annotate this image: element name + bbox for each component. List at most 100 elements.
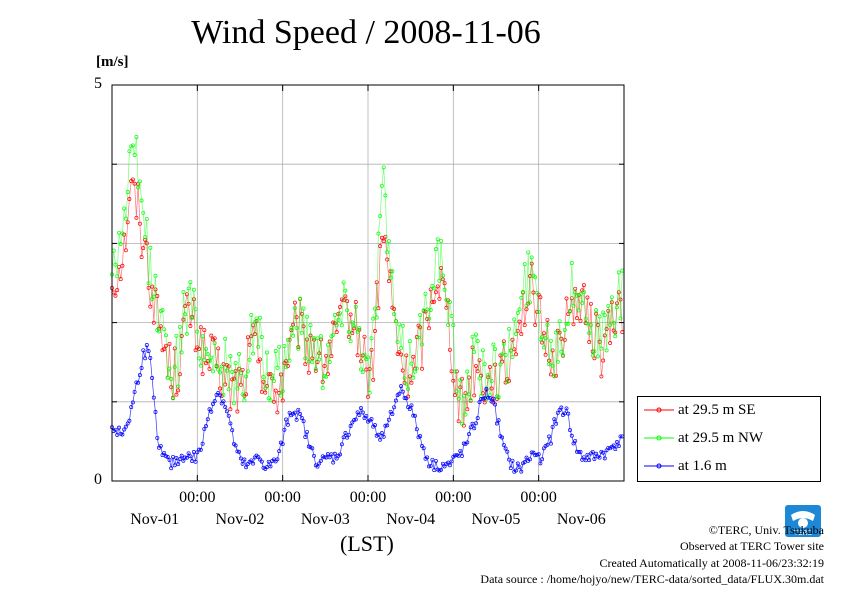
legend-item-se: at 29.5 m SE [642,400,756,420]
data-point [564,296,569,301]
data-point [604,327,609,332]
data-point [359,367,363,372]
data-point [453,369,458,374]
data-point [188,324,193,328]
data-point [486,373,491,377]
data-point [224,368,229,373]
data-point [590,449,595,454]
data-point [585,452,590,457]
data-point [373,423,377,428]
x-tick-date-label: Nov-01 [130,511,180,528]
data-point [487,365,492,369]
data-point [381,239,386,244]
data-point [120,263,125,268]
data-point [573,290,578,295]
data-point [562,327,567,332]
data-point [341,298,346,303]
data-point [310,360,315,365]
data-point [534,290,539,295]
data-point [233,443,238,448]
data-point [374,280,379,285]
data-point [184,455,189,460]
data-point [522,262,527,267]
data-point [123,424,128,429]
data-point [533,323,538,327]
data-point [305,314,309,319]
data-point [524,455,529,460]
data-point [402,396,407,400]
data-point [514,331,518,336]
data-point [550,363,555,368]
data-point [205,352,210,357]
data-point [601,310,606,315]
data-point [355,329,360,334]
data-point [353,300,358,304]
data-point [299,416,304,420]
data-point [451,323,456,328]
legend-label-nw: at 29.5 m NW [678,429,763,446]
data-point [218,393,222,398]
data-point [298,412,303,416]
data-point [181,458,186,463]
data-point [557,319,562,324]
data-point [164,343,168,348]
data-point [373,329,377,333]
data-point [313,367,318,372]
data-point [371,377,376,382]
data-point [404,396,409,401]
data-point [197,356,202,361]
data-point [575,293,579,298]
data-point [385,257,390,262]
data-point [331,460,336,465]
data-point [547,434,552,439]
data-point [256,344,261,349]
data-point [301,306,306,311]
data-point [237,352,242,356]
data-point [602,456,607,461]
data-point [399,352,404,357]
data-point [385,250,390,255]
data-point [484,386,489,391]
data-point [277,449,282,454]
data-point [268,398,273,403]
data-point [207,358,212,363]
data-point [357,413,362,417]
data-point [447,300,452,304]
data-point [604,348,609,353]
data-point [181,317,186,322]
credit-source: Data source : /home/hojyo/new/TERC-data/… [480,572,824,586]
data-point [127,197,132,201]
data-point [252,320,257,325]
data-point [195,450,200,455]
data-point [427,464,431,469]
x-tick-time-label: 00:00 [520,489,557,506]
data-point [501,341,506,346]
data-point [200,441,205,446]
x-tick-time-label: 00:00 [349,489,387,506]
data-point [602,333,607,338]
data-point [212,399,217,404]
data-point [366,355,370,360]
data-point [496,418,501,423]
data-point [364,413,369,418]
x-tick-date-label: Nov-03 [300,511,350,528]
data-point [467,392,471,397]
data-point [480,396,485,401]
data-point [386,239,391,244]
data-point [235,386,240,391]
data-point [259,335,264,339]
data-point [118,277,123,282]
data-point [238,371,243,376]
data-point [350,331,355,336]
data-point [341,280,346,285]
data-point [399,384,404,389]
data-point [216,346,221,351]
data-point [548,372,553,377]
data-point [446,460,451,465]
data-point [270,373,275,378]
data-point [303,435,308,439]
data-point [252,332,257,337]
data-point [130,400,135,405]
data-point [200,334,205,339]
data-point [615,440,619,444]
